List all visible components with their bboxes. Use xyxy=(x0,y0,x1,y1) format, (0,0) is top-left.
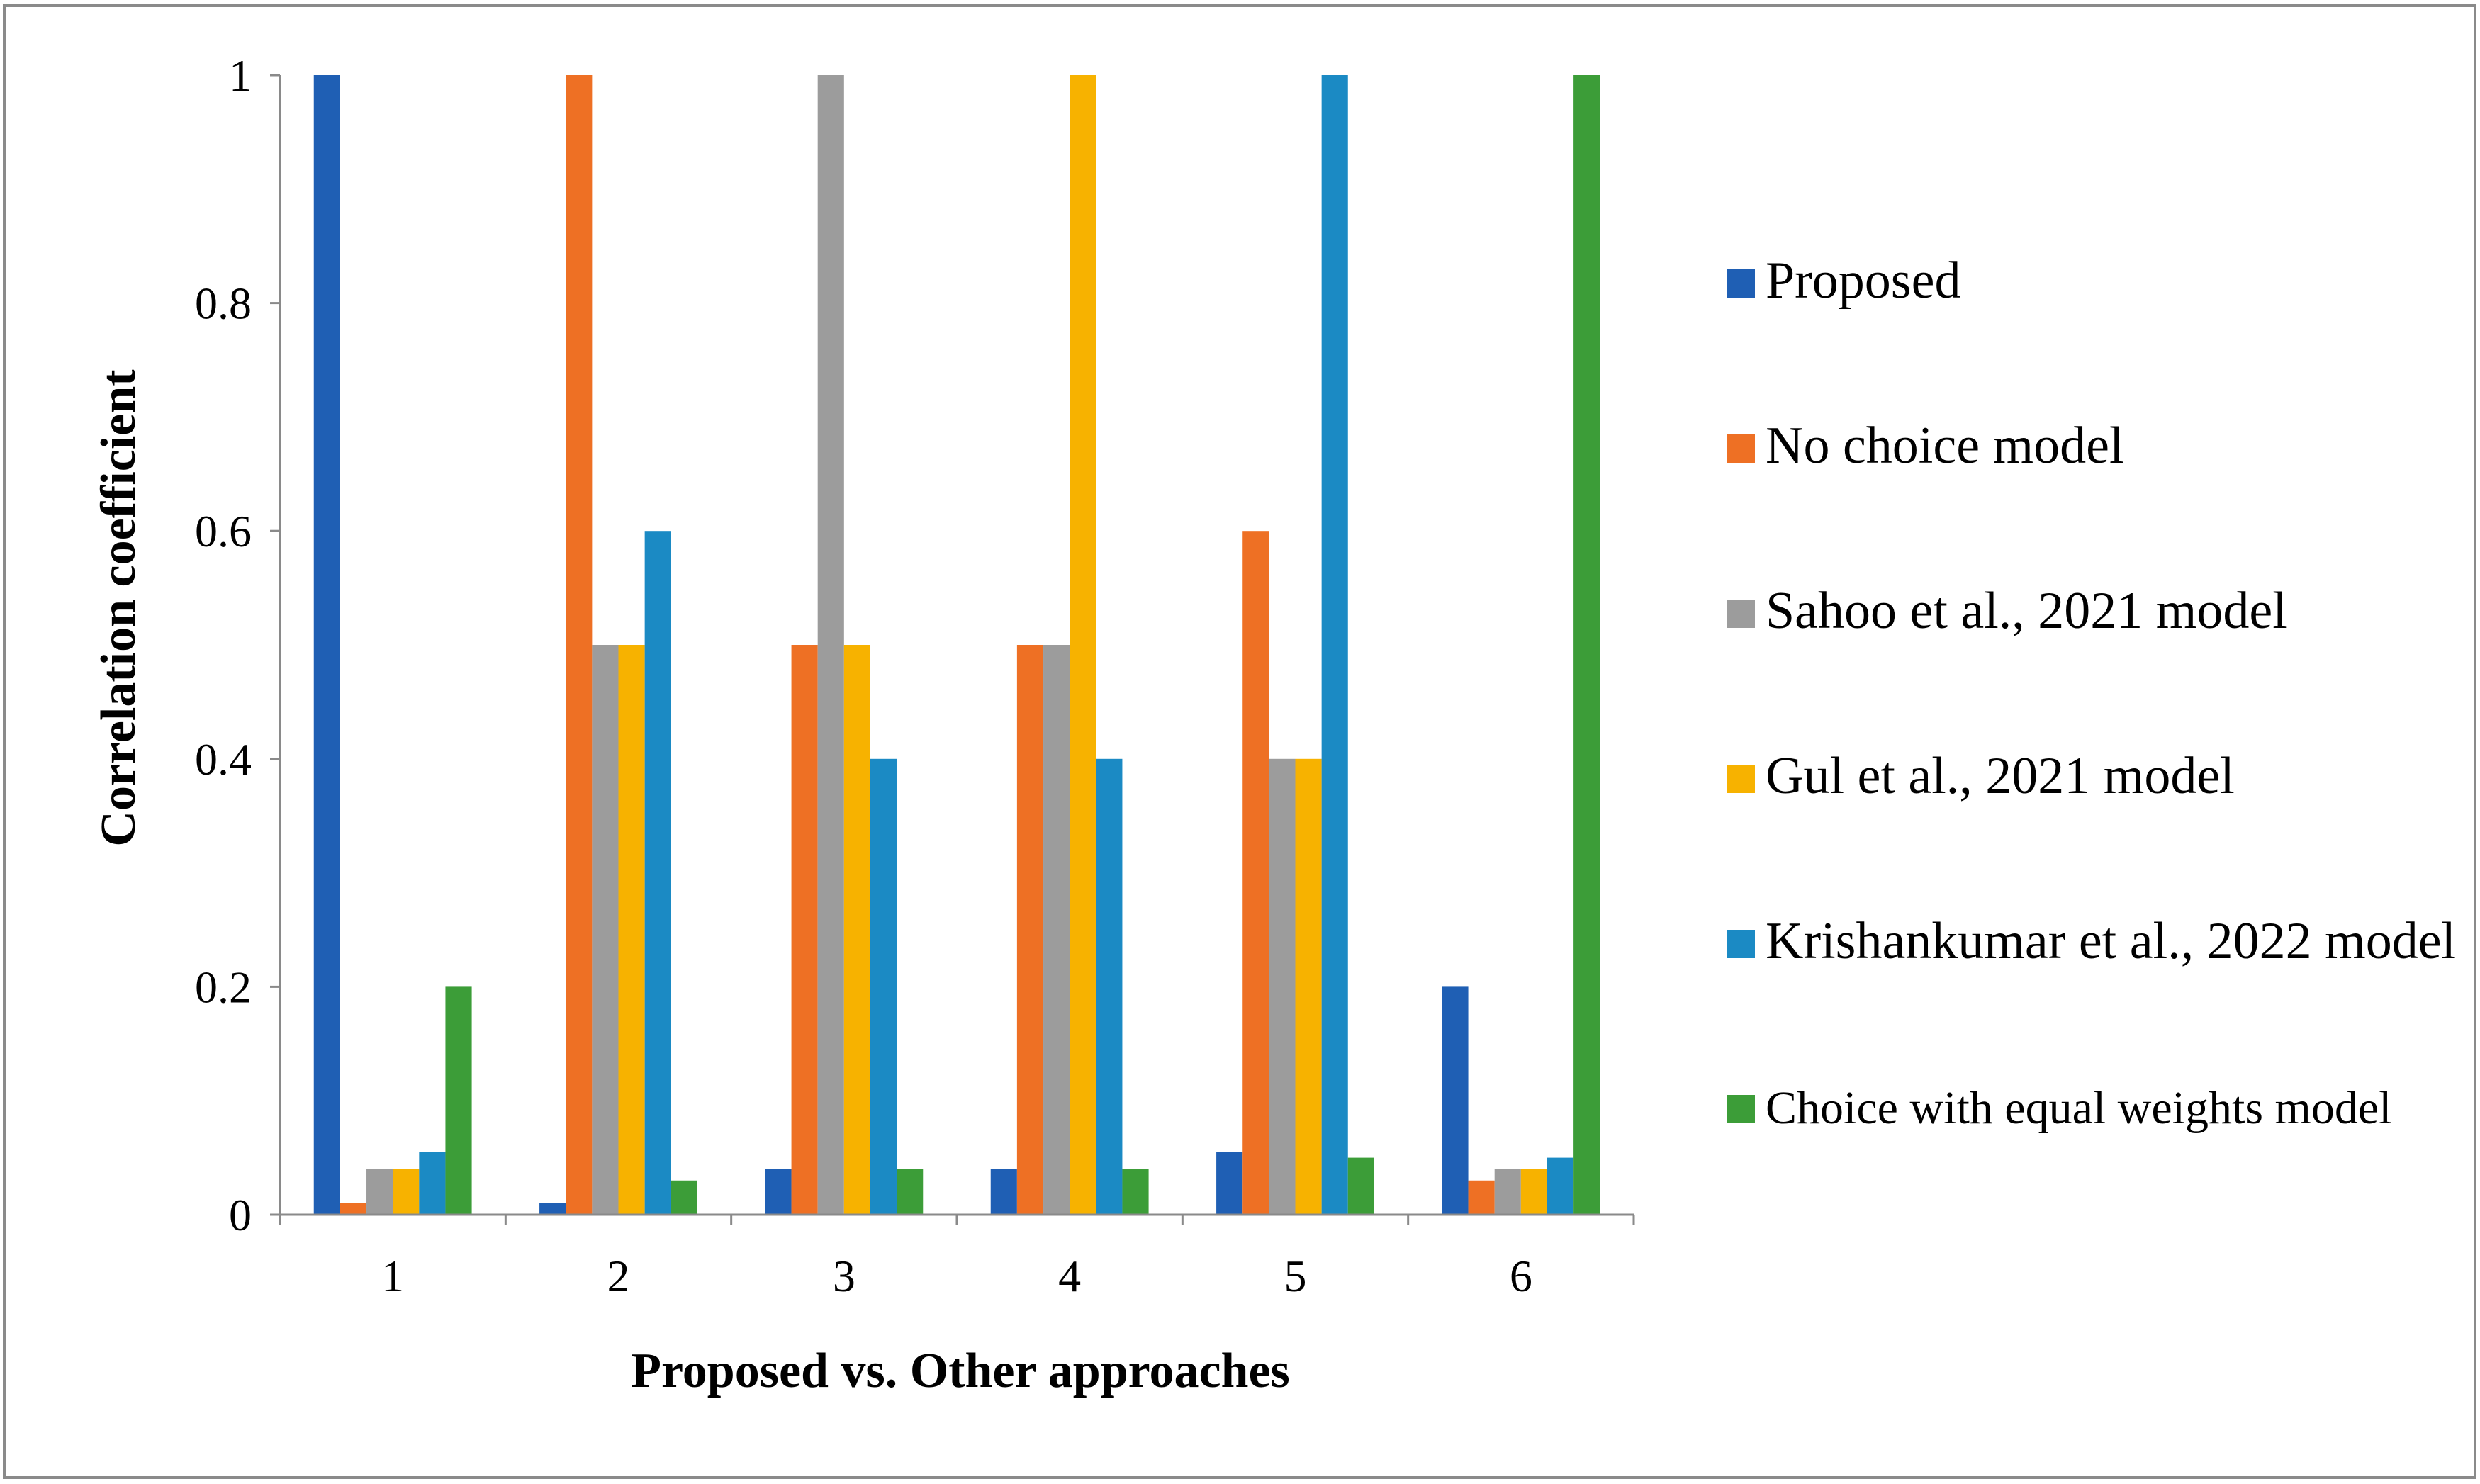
x-axis: 1 2 3 4 5 6 xyxy=(279,1213,1635,1301)
bar xyxy=(419,1152,446,1215)
x-tick-label: 1 xyxy=(381,1251,404,1301)
bar xyxy=(1295,758,1322,1215)
bar xyxy=(990,1169,1017,1215)
bar xyxy=(843,645,870,1215)
bar xyxy=(1216,1152,1243,1215)
y-tick-label: 0.8 xyxy=(195,279,252,329)
bar xyxy=(445,986,472,1215)
bar xyxy=(313,75,340,1215)
bar xyxy=(1468,1180,1495,1215)
bar xyxy=(791,645,818,1215)
y-axis-title: Correlation coefficient xyxy=(91,369,146,846)
bar xyxy=(765,1169,792,1215)
bar xyxy=(1347,1157,1374,1215)
y-tick-label: 0.2 xyxy=(195,962,252,1012)
legend-label: Sahoo et al., 2021 model xyxy=(1766,582,2287,640)
chart-frame xyxy=(3,4,2476,1479)
legend-label: Krishankumar et al., 2022 model xyxy=(1766,912,2456,970)
x-tick-label: 3 xyxy=(833,1251,855,1301)
plot-area xyxy=(313,75,1600,1215)
bar xyxy=(1096,758,1123,1215)
y-tick-label: 0 xyxy=(229,1190,252,1240)
y-tick-label: 1 xyxy=(229,50,252,101)
x-axis-title: Proposed vs. Other approaches xyxy=(631,1344,1290,1398)
bar xyxy=(1070,75,1096,1215)
bar xyxy=(1442,986,1469,1215)
x-tick-label: 5 xyxy=(1284,1251,1307,1301)
bar xyxy=(1321,75,1348,1215)
bar xyxy=(1122,1169,1149,1215)
bar xyxy=(618,645,645,1215)
legend-label: No choice model xyxy=(1766,417,2124,475)
legend-swatch xyxy=(1727,600,1755,628)
bar xyxy=(1016,645,1044,1215)
legend-label: Gul et al., 2021 model xyxy=(1766,747,2235,805)
bar xyxy=(817,75,844,1215)
legend-label: Choice with equal weights model xyxy=(1766,1082,2392,1134)
bar xyxy=(870,758,897,1215)
x-tick-label: 4 xyxy=(1058,1251,1081,1301)
legend-swatch xyxy=(1727,765,1755,793)
bar xyxy=(566,75,593,1215)
x-tick-label: 6 xyxy=(1510,1251,1532,1301)
legend-swatch xyxy=(1727,434,1755,463)
bar xyxy=(897,1169,924,1215)
bar xyxy=(340,1203,367,1215)
bar xyxy=(539,1203,566,1215)
y-tick-label: 0.4 xyxy=(195,734,252,785)
bar xyxy=(671,1180,697,1215)
y-tick-label: 0.6 xyxy=(195,506,252,556)
legend-label: Proposed xyxy=(1766,252,1960,310)
legend-swatch xyxy=(1727,269,1755,298)
bar xyxy=(1269,758,1296,1215)
bar xyxy=(1043,645,1070,1215)
bar xyxy=(1547,1157,1574,1215)
bar xyxy=(592,645,619,1215)
legend-swatch xyxy=(1727,1095,1755,1123)
bar xyxy=(1573,75,1600,1215)
bar xyxy=(1242,531,1269,1215)
x-tick-label: 2 xyxy=(607,1251,630,1301)
bar xyxy=(1494,1169,1521,1215)
legend: Proposed No choice model Sahoo et al., 202… xyxy=(1727,252,2456,1134)
bar xyxy=(393,1169,420,1215)
y-axis: 0 0.2 0.4 0.6 0.8 1 xyxy=(195,50,281,1240)
bar xyxy=(1520,1169,1547,1215)
legend-swatch xyxy=(1727,930,1755,958)
bar xyxy=(366,1169,393,1215)
bar xyxy=(644,531,671,1215)
